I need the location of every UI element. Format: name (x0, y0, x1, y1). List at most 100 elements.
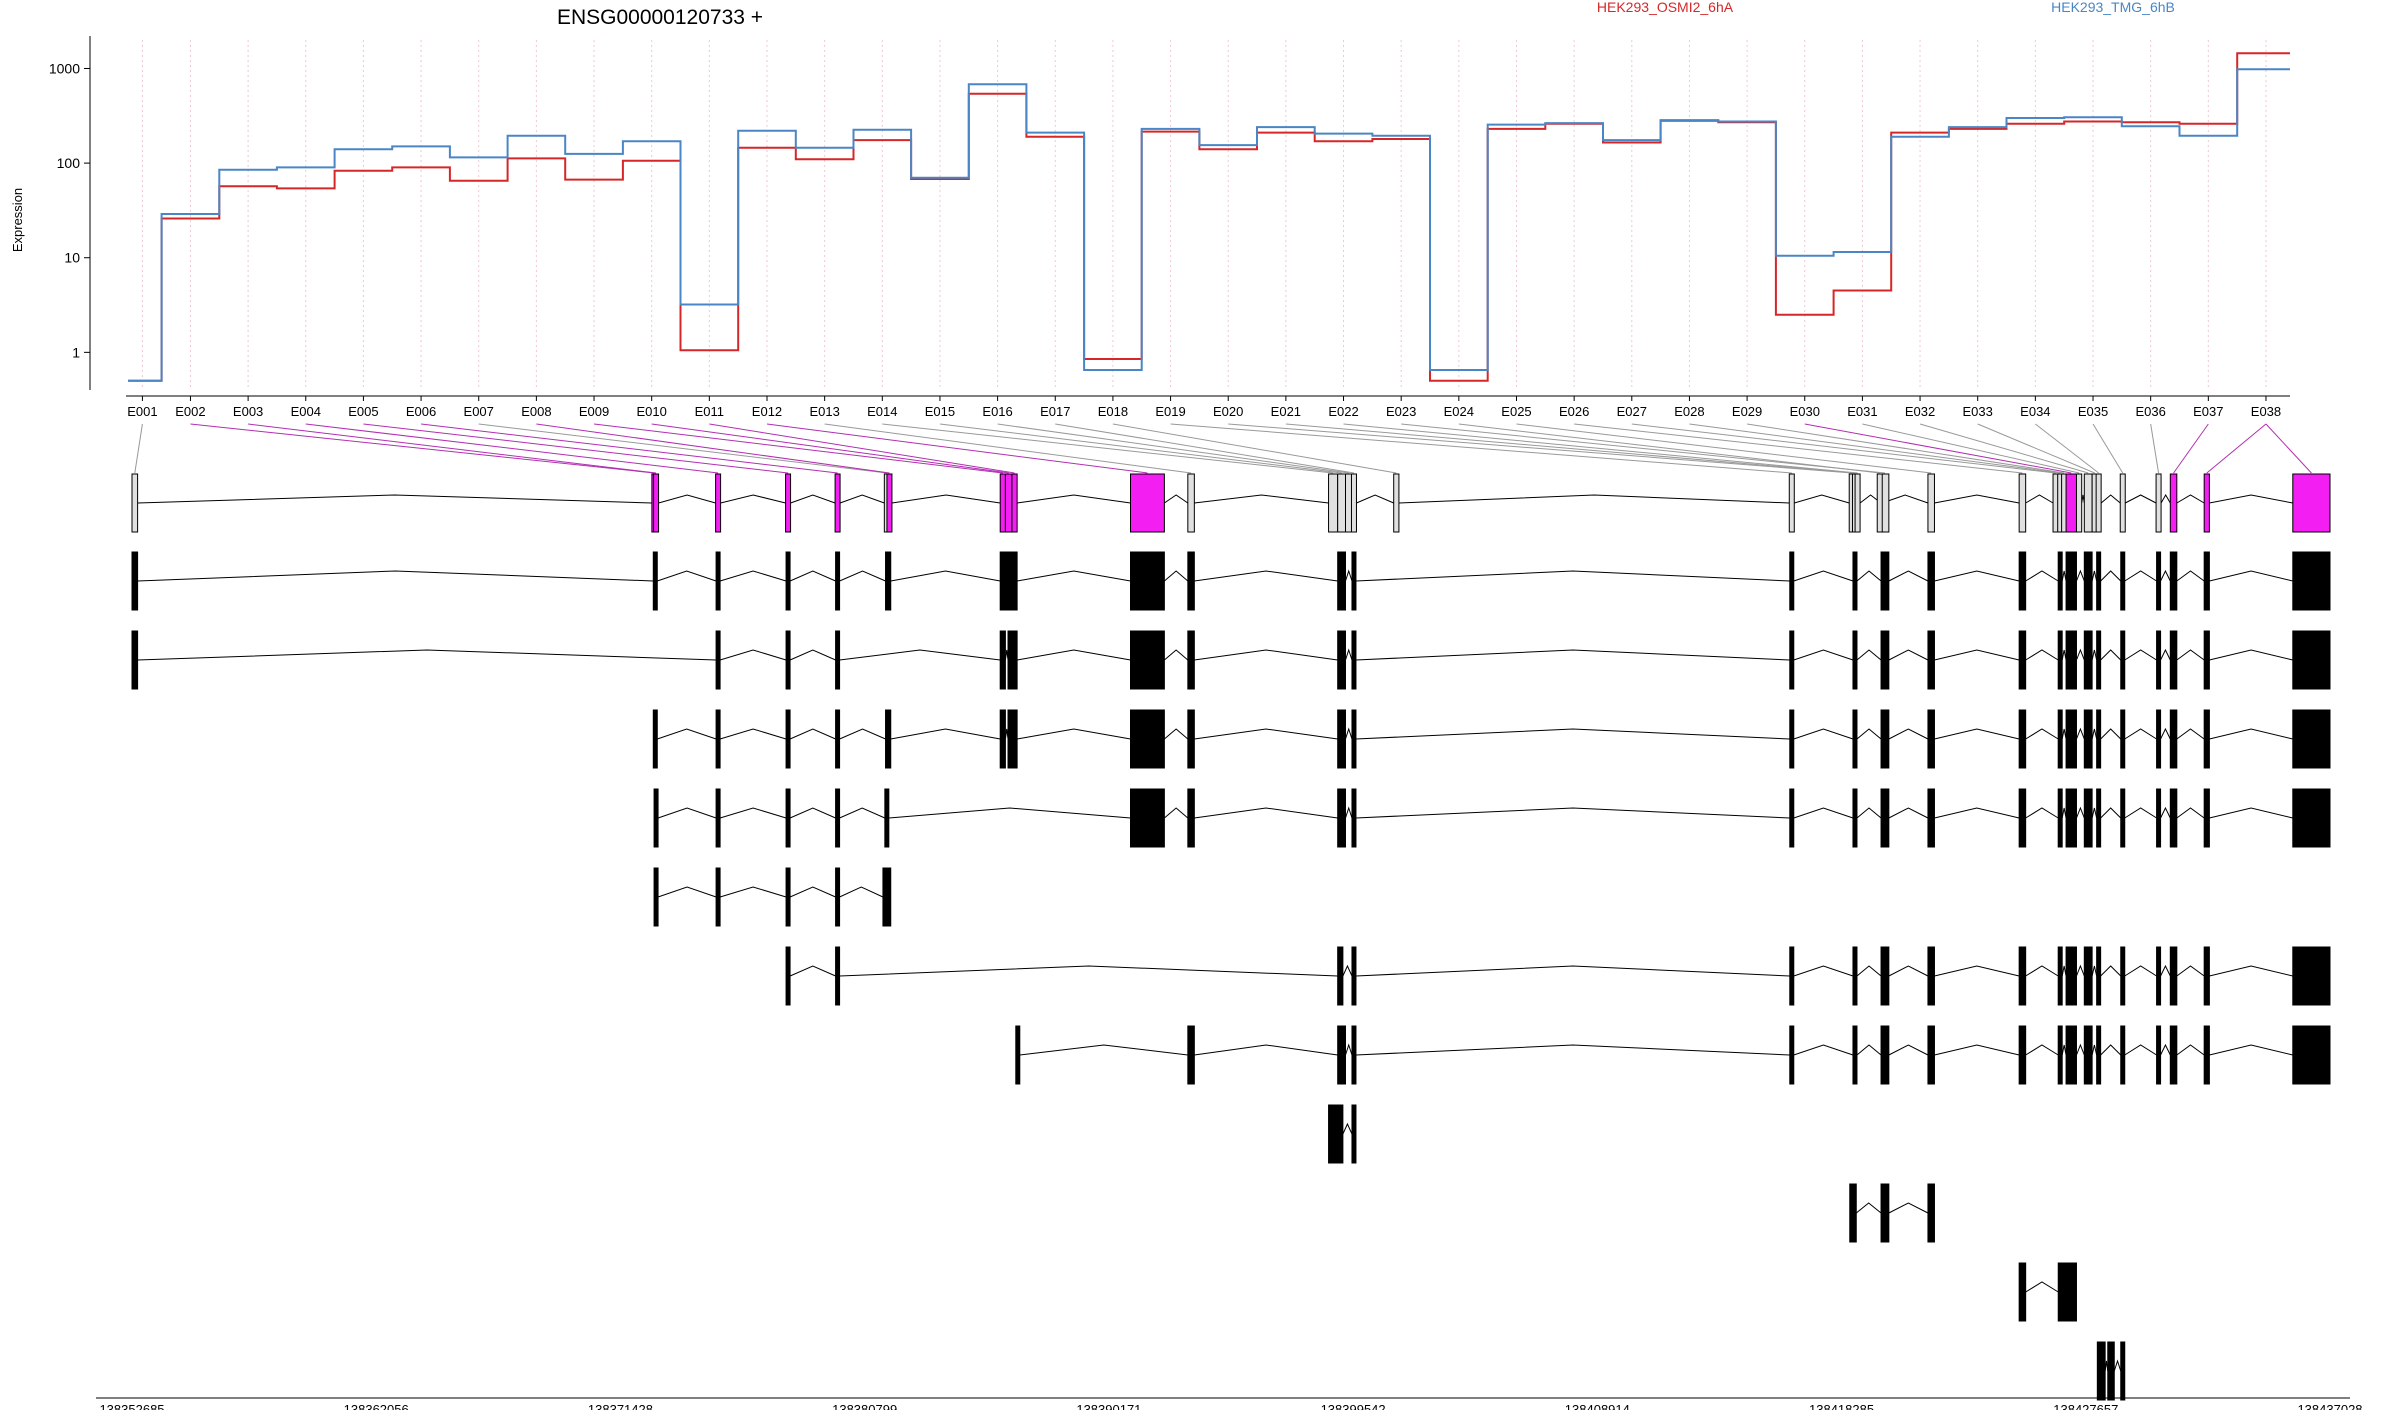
transcript-exon (2203, 630, 2210, 690)
transcript-intron (1856, 649, 1882, 661)
exon-connector (421, 423, 838, 474)
model-exon-e018 (1393, 473, 1400, 533)
model-intron (1398, 494, 1790, 504)
transcript-exon (2096, 1025, 2102, 1085)
transcript-exon (1880, 788, 1890, 848)
exon-connector (593, 423, 1003, 474)
transcript-exon (1927, 709, 1935, 769)
model-intron (658, 494, 716, 504)
x-tick-label: E038 (2251, 404, 2281, 419)
x-tick-label: E002 (175, 404, 205, 419)
chart-title: ENSG00000120733 + (557, 6, 763, 29)
transcript-exon (2120, 709, 2126, 769)
transcript-exon (131, 630, 139, 690)
transcript-exon (884, 788, 890, 848)
transcript-intron (2176, 728, 2205, 740)
exon-connector (1747, 423, 2065, 474)
transcript-exon (2083, 551, 2093, 611)
x-tick-label: E025 (1501, 404, 1531, 419)
x-tick-label: E020 (1213, 404, 1243, 419)
transcript-exon (2156, 630, 2162, 690)
transcript-intron (1856, 807, 1882, 819)
transcript-intron (1194, 1044, 1338, 1056)
y-tick-label: 10 (64, 250, 80, 266)
transcript-intron (1793, 965, 1854, 977)
transcript-intron (2176, 807, 2205, 819)
exon-connector (134, 423, 143, 474)
exon-connector (1055, 423, 1355, 474)
exon-connector (2035, 423, 2099, 474)
transcript-intron (1355, 965, 1790, 977)
exon-connector-layer (134, 423, 2312, 474)
axes-layer: 1 10 100 1000 E001 E002 E003 E004 E005 E006 E007 E0… (49, 36, 2290, 419)
transcript-exon (2057, 551, 2063, 611)
transcript-intron (2160, 727, 2171, 740)
model-intron (2125, 494, 2157, 504)
model-exon-e039 (2292, 473, 2331, 533)
transcript-exon (653, 788, 659, 848)
model-intron (839, 494, 885, 504)
transcript-intron (1342, 1122, 1353, 1135)
transcript-exon (1880, 551, 1890, 611)
transcript-exon (2120, 1025, 2126, 1085)
x-tick-label: E031 (1847, 404, 1877, 419)
x-tick-label: E029 (1732, 404, 1762, 419)
x-tick-label: E005 (348, 404, 378, 419)
transcript-intron (1855, 1202, 1882, 1214)
transcript-intron (1164, 649, 1189, 661)
transcript-exon (2018, 946, 2027, 1006)
transcript-exon (1129, 788, 1165, 848)
transcript-intron (657, 570, 717, 582)
transcript-intron (2100, 649, 2122, 661)
transcript-intron (1888, 570, 1929, 582)
transcript-exon (715, 630, 721, 690)
transcript-intron (1856, 570, 1882, 582)
transcript-exon (1852, 551, 1858, 611)
model-intron (1164, 494, 1189, 504)
transcript-intron (2160, 806, 2171, 819)
transcript-intron (657, 728, 717, 740)
transcript-intron (2160, 569, 2171, 582)
transcript-intron (2160, 964, 2171, 977)
transcript-exon (785, 946, 791, 1006)
x-tick-label: E023 (1386, 404, 1416, 419)
x-tick-label: E034 (2020, 404, 2050, 419)
transcript-intron (789, 886, 836, 898)
transcript-intron (2176, 570, 2205, 582)
exon-connector (478, 423, 887, 474)
transcript-intron (2061, 649, 2067, 661)
x-tick-label: E037 (2193, 404, 2223, 419)
transcript-exon (785, 630, 791, 690)
exon-connector (1112, 423, 1397, 474)
model-intron (2100, 494, 2121, 504)
exon-connector (1631, 423, 2056, 474)
transcript-exon (2083, 1025, 2093, 1085)
transcript-exon (999, 709, 1006, 769)
genomic-axis-layer: 138352685 138362056 138371428 138380799 1383… (96, 1397, 2363, 1415)
transcript-intron (839, 649, 1001, 661)
transcript-exon (1007, 709, 1018, 769)
transcript-exon (715, 551, 721, 611)
model-intron (1934, 494, 2020, 504)
transcript-intron (2091, 965, 2098, 977)
transcript-intron (2025, 1281, 2059, 1293)
model-exon-e011 (1011, 473, 1018, 533)
x-tick-label: E036 (2135, 404, 2165, 419)
transcript-exon (2018, 1262, 2027, 1322)
model-exon-e022 (1854, 473, 1861, 533)
model-exon-e010 (1004, 473, 1013, 533)
transcript-exon (2083, 788, 2093, 848)
transcript-intron (1019, 1044, 1188, 1056)
transcript-intron (2176, 965, 2205, 977)
transcript-intron (1793, 807, 1854, 819)
transcript-exon (2292, 551, 2331, 611)
transcript-intron (1017, 728, 1131, 740)
transcript-intron (2209, 807, 2293, 819)
transcript-intron (2124, 570, 2157, 582)
legend-label-tmg: HEK293_TMG_6hB (2051, 0, 2175, 15)
transcript-intron (1194, 570, 1338, 582)
transcript-exon (2156, 551, 2162, 611)
transcript-exon (1351, 630, 1357, 690)
model-exon-e001 (131, 473, 139, 533)
transcript-exon (1351, 1025, 1357, 1085)
